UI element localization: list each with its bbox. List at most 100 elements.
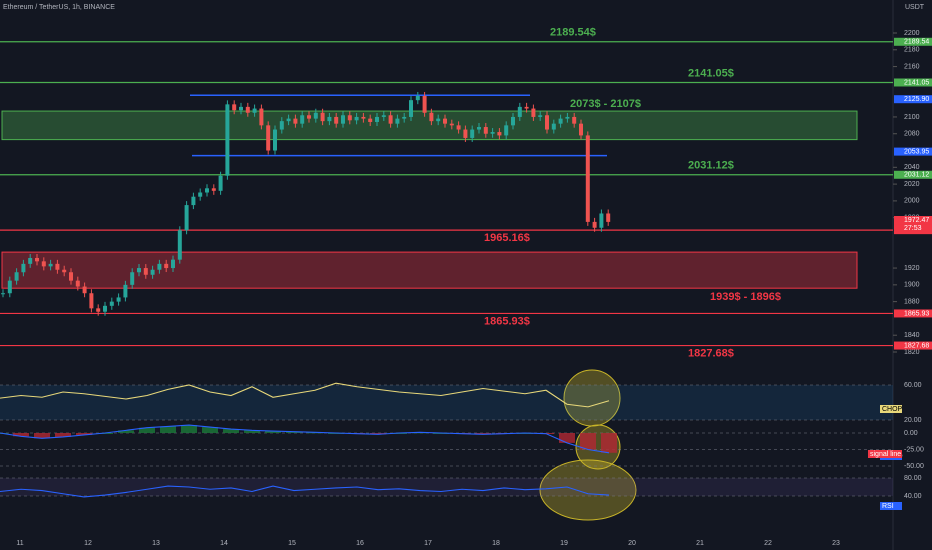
candle [538,115,543,117]
candle [75,280,80,287]
candle [402,116,407,119]
indicator-badge: CHOP [882,406,903,413]
histogram-bar [34,433,50,439]
candle [279,121,284,130]
candle [198,192,203,197]
candle [48,263,53,267]
candle [409,100,413,117]
level-price-tag-bg [894,309,932,318]
histogram-bar [55,433,71,437]
candle [157,263,162,270]
candle [232,104,237,111]
candle [443,118,447,124]
candle [341,115,345,124]
candle [137,268,141,273]
pane-tick-label: 40.00 [904,493,922,500]
candle [211,188,216,191]
candle [470,129,475,138]
candle [307,115,311,119]
histogram-bar [202,427,218,433]
candle [490,132,495,134]
date-label: 20 [628,540,636,547]
date-label: 11 [16,540,23,547]
price-tick-label: 1900 [904,282,920,289]
candle [436,118,441,122]
candle [511,116,515,126]
indicator-badge: RSI [882,503,894,510]
candle [368,118,373,122]
candle [69,272,73,281]
candle [606,213,611,222]
histogram-bar [181,425,197,433]
candle [266,125,271,151]
candle [327,116,332,122]
candle [565,116,570,119]
signal-badge: signal line [870,451,901,458]
date-label: 15 [288,540,296,547]
candle [184,205,189,231]
pane-tick-label: 80.00 [904,475,922,482]
histogram-bar [580,433,596,450]
channel-price-tag: 2053.95 [904,148,929,155]
price-tick-label: 2200 [904,30,920,37]
pane-tick-label: 60.00 [904,382,922,389]
price-tick-label: 2020 [904,181,920,188]
price-tick-label: 1920 [904,265,920,272]
candle [1,293,5,295]
date-label: 12 [84,540,92,547]
date-label: 13 [152,540,160,547]
candle [225,104,230,176]
candle [123,284,128,298]
candle [381,115,386,117]
histogram-bar [286,431,302,433]
price-tick-label: 2160 [904,63,920,70]
level-price-tag: 1827.68 [904,342,929,349]
candle [103,305,107,312]
histogram-bar [118,430,134,433]
countdown-tag-bg [894,224,932,233]
histogram-bar [139,427,155,433]
candle [245,106,250,113]
level-label: 1827.68$ [688,347,734,359]
candle [143,268,148,275]
candle [347,115,352,121]
pane-tick-label: 0.00 [904,430,918,437]
candle [130,272,135,285]
candle [592,221,597,228]
price-tick-label: 1820 [904,349,920,356]
candle [116,297,121,302]
candle [89,293,94,309]
candle [259,108,264,126]
level-label: 2031.12$ [688,160,734,172]
candle [313,112,318,119]
candle [415,95,420,101]
candle [177,230,182,260]
price-tick-label: 1840 [904,332,920,339]
candle [7,280,12,294]
candle [585,135,590,222]
date-label: 14 [220,540,228,547]
candle [524,106,529,109]
candle [483,127,488,134]
pane-band [0,478,893,496]
candle [599,213,604,228]
level-label: 2189.54$ [550,27,596,39]
candle [572,116,577,124]
zone-label: 1939$ - 1896$ [710,291,781,303]
candle [517,106,522,117]
date-label: 22 [764,540,772,547]
histogram-bar [76,433,92,435]
price-tick-label: 2100 [904,114,920,121]
price-tick-label: 2040 [904,164,920,171]
histogram-bar [13,433,29,437]
candle [449,123,454,126]
candle [35,257,39,262]
level-price-tag-bg [894,170,932,179]
candle [218,175,223,191]
signal-badge-bg [868,450,902,458]
pane-tick-label: -25.00 [904,446,924,453]
candle [422,95,427,113]
candle [239,106,243,111]
level-price-tag: 2141.05 [904,79,929,86]
